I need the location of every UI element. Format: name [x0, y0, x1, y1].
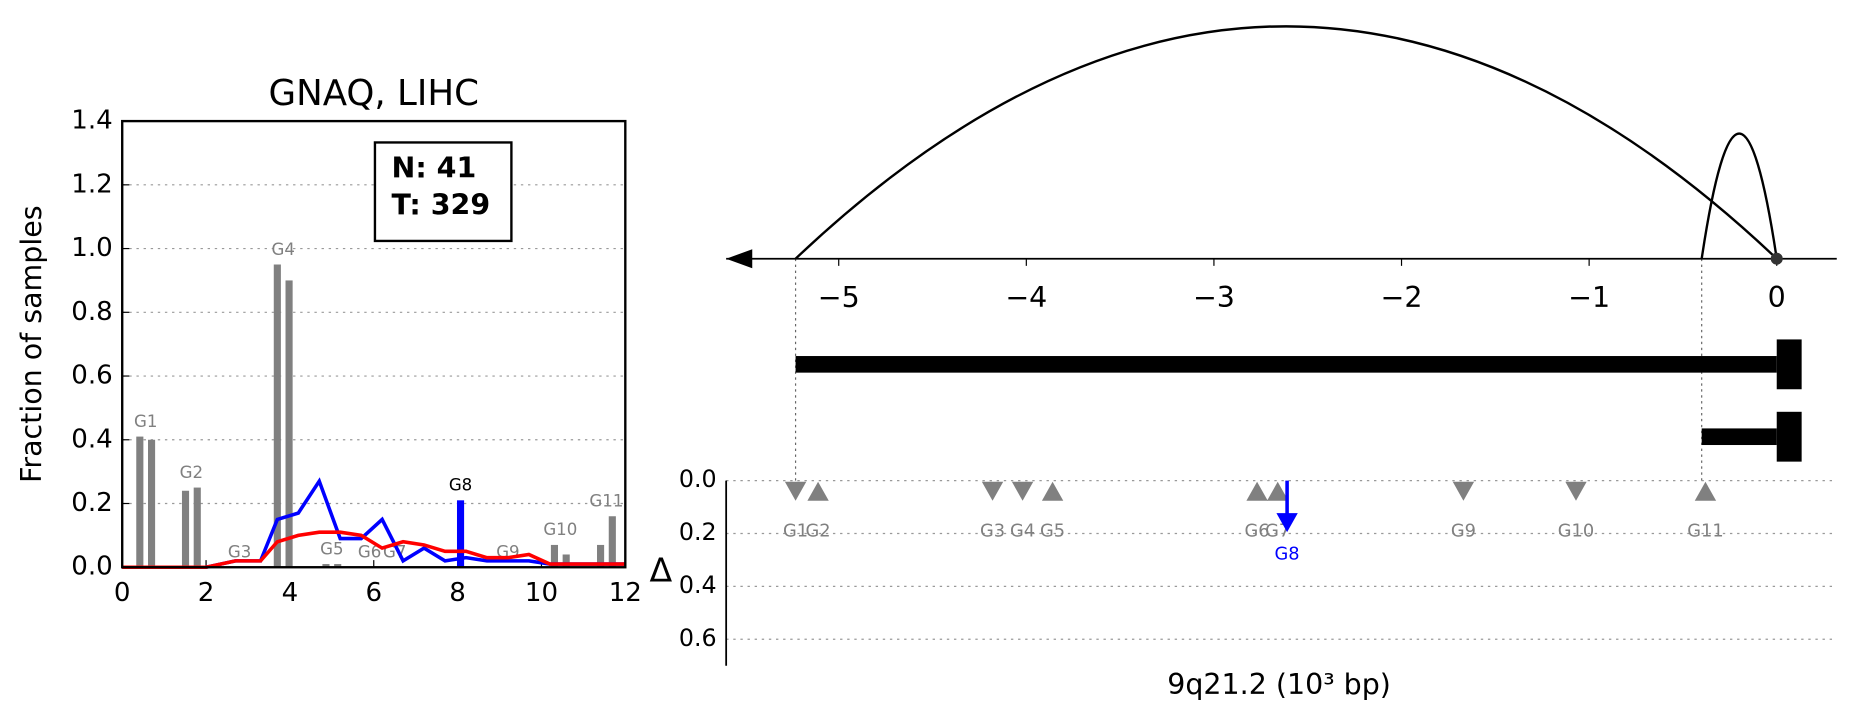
marker-label: G1: [783, 521, 808, 542]
bar: [148, 439, 156, 568]
bar: [322, 564, 330, 568]
marker-label: G5: [1040, 521, 1065, 542]
group-label: G10: [543, 520, 577, 539]
y-tick-label: 1.4: [71, 106, 113, 136]
x-tick-label: 10: [525, 578, 558, 608]
x-tick-label: −3: [1193, 281, 1235, 314]
marker: [1452, 481, 1475, 501]
y-tick-label: 0.4: [679, 571, 717, 599]
loop-arc: [794, 25, 1778, 260]
y-tick-label: 0.8: [71, 297, 113, 327]
marker: [981, 481, 1004, 501]
marker-label: G8: [1275, 544, 1300, 565]
transcript: [795, 356, 1777, 373]
annotation: T: 329: [392, 189, 491, 222]
annotation-box: [373, 141, 513, 243]
marker-label: G11: [1687, 521, 1723, 542]
x-tick-label: 2: [198, 578, 215, 608]
transcript: [1701, 428, 1777, 446]
y-tick-label: 0.2: [71, 488, 113, 518]
marker-label: G2: [806, 521, 831, 542]
y-tick-label: 0.0: [679, 465, 717, 493]
bar: [273, 264, 281, 568]
annotation: N: 41: [392, 152, 477, 185]
y-axis-label: Fraction of samples: [15, 205, 48, 483]
group-label: G1: [134, 412, 157, 431]
y-tick-label: 0.0: [71, 552, 113, 582]
group-label: G8: [449, 476, 472, 495]
marker: [807, 481, 829, 501]
group-label: G2: [180, 463, 203, 482]
marker: [1041, 481, 1064, 501]
bar: [193, 487, 201, 568]
bar: [285, 280, 293, 568]
bar: [597, 544, 605, 568]
x-tick-label: −4: [1005, 281, 1047, 314]
bar: [550, 544, 559, 568]
x-tick-label: −1: [1568, 281, 1610, 314]
x-tick-label: 4: [282, 578, 299, 608]
arrow-head: [1276, 513, 1298, 533]
group-label: G5: [320, 539, 343, 558]
x-tick-label: −2: [1381, 281, 1423, 314]
bar: [608, 516, 616, 568]
x-tick-label: 8: [449, 578, 466, 608]
x-axis-label: 9q21.2 (10³ bp): [1167, 668, 1391, 701]
anchor-dot: [1770, 252, 1783, 265]
marker-label: G4: [1010, 521, 1035, 542]
y-tick-label: 0.6: [679, 624, 717, 652]
x-tick-label: −5: [818, 281, 860, 314]
bar: [456, 500, 465, 568]
group-label: G11: [589, 492, 623, 511]
x-tick-label: 0: [1768, 281, 1786, 314]
y-tick-label: 0.2: [679, 518, 717, 546]
group-label: G6: [358, 542, 381, 561]
loop-arc: [1700, 132, 1778, 259]
bar: [562, 554, 570, 568]
marker-label: G10: [1558, 521, 1594, 542]
marker-label: G3: [980, 521, 1005, 542]
marker-label: G9: [1451, 521, 1476, 542]
marker: [1267, 481, 1289, 501]
x-tick-label: 0: [114, 578, 131, 608]
bar: [136, 436, 144, 568]
y-axis-label: Δ: [650, 550, 673, 589]
marker-label: G6: [1245, 521, 1270, 542]
y-tick-label: 0.6: [71, 361, 113, 391]
line: [122, 530, 626, 570]
group-label: G3: [228, 542, 251, 561]
marker: [784, 481, 807, 501]
group-label: G4: [271, 240, 294, 259]
y-tick-label: 0.4: [71, 424, 113, 454]
transcript-start: [1776, 339, 1802, 390]
plot-frame: [121, 119, 627, 569]
x-tick-label: 6: [365, 578, 382, 608]
axis-arrow: [726, 249, 753, 269]
transcript-start: [1776, 411, 1802, 462]
x-tick-label: 12: [609, 578, 642, 608]
bar: [181, 490, 190, 568]
chart-title: GNAQ, LIHC: [269, 73, 479, 114]
marker: [1694, 481, 1717, 501]
marker: [1565, 481, 1587, 501]
marker: [1246, 481, 1268, 501]
y-tick-label: 1.2: [71, 169, 113, 199]
y-tick-label: 1.0: [71, 233, 113, 263]
marker: [1011, 481, 1034, 501]
bar: [334, 564, 342, 568]
